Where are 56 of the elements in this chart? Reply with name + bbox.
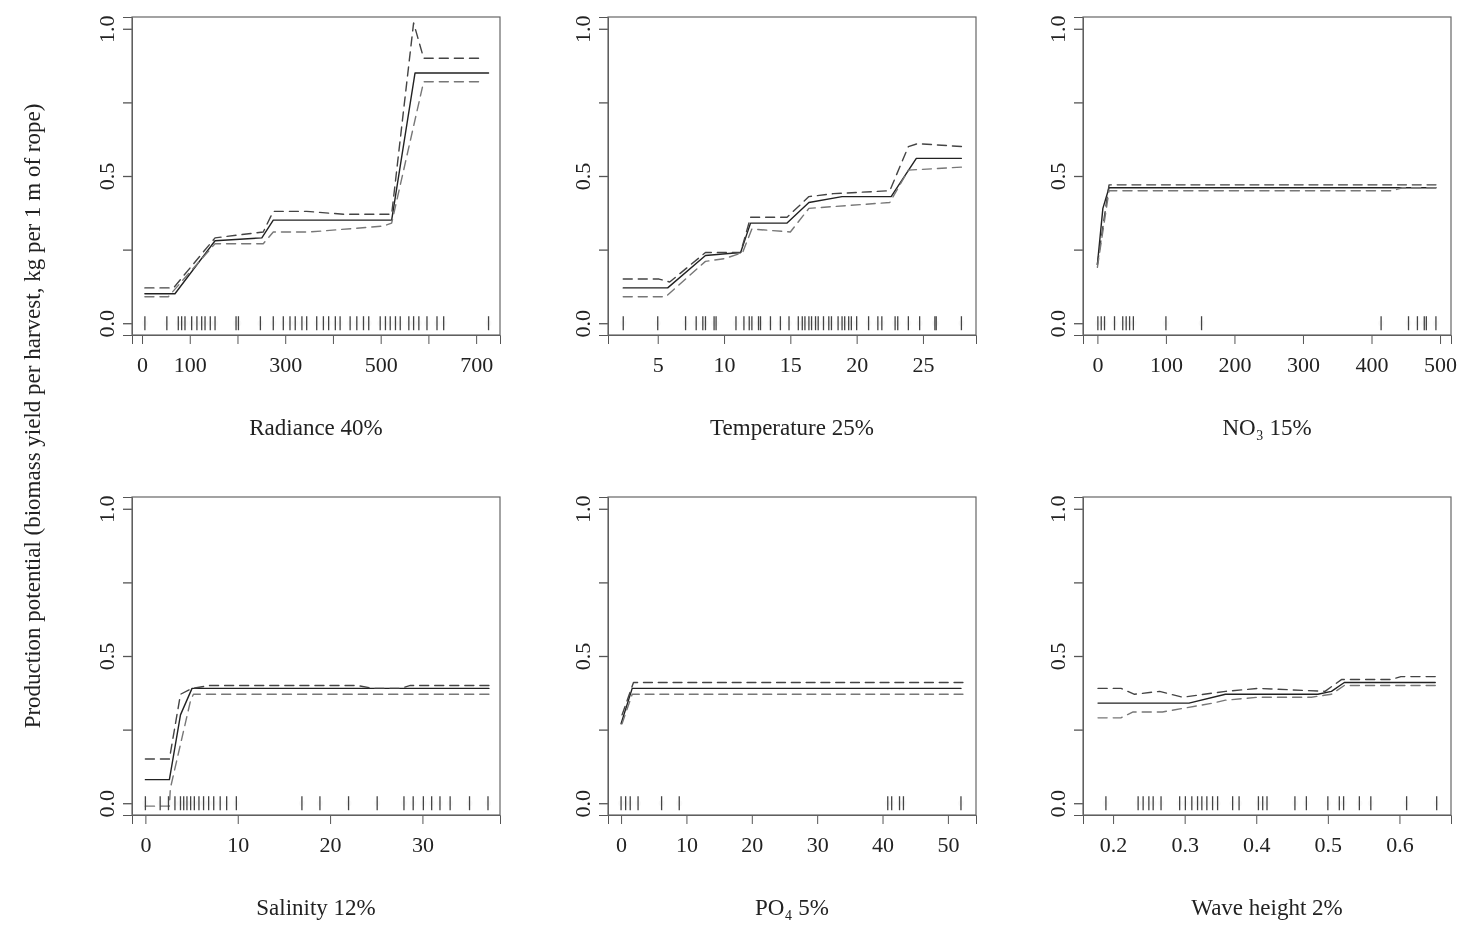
x-tick-label: 30 [806,831,829,857]
x-tick-label: 0.2 [1099,831,1128,857]
x-tick-label: 20 [846,351,869,377]
x-tick-label: 300 [269,351,303,377]
x-tick-label: 10 [227,831,250,857]
x-tick-label: 100 [1149,351,1183,377]
y-tick-label: 0.0 [1044,309,1070,338]
x-tick-label: 0.6 [1386,831,1414,857]
x-tick-label: 0 [616,831,628,857]
x-tick-label: 300 [1286,351,1320,377]
x-tick-label: 5 [652,351,664,377]
x-tick-label: 25 [912,351,935,377]
y-tick-label: 0.5 [569,162,595,191]
x-axis-title: PO₄ 5% [755,895,829,920]
x-tick-label: 0 [137,351,149,377]
x-tick-label: 15 [779,351,802,377]
x-tick-label: 200 [1218,351,1252,377]
x-tick-label: 500 [364,351,398,377]
x-tick-label: 0 [1092,351,1104,377]
x-tick-label: 0 [140,831,152,857]
y-tick-label: 0.0 [1044,789,1070,818]
x-tick-label: 10 [713,351,736,377]
y-tick-label: 0.0 [569,789,595,818]
x-tick-label: 50 [937,831,960,857]
y-tick-label: 0.5 [1044,162,1070,191]
y-tick-label: 0.5 [1044,642,1070,671]
x-tick-label: 100 [173,351,207,377]
y-tick-label: 0.0 [93,789,119,818]
x-tick-label: 400 [1355,351,1389,377]
x-axis-title: Radiance 40% [249,415,383,440]
x-axis-title: Salinity 12% [256,895,376,920]
x-axis-title: Temperature 25% [710,415,874,440]
y-tick-label: 1.0 [1044,15,1070,44]
x-tick-label: 0.5 [1314,831,1343,857]
y-tick-label: 0.5 [93,162,119,191]
x-tick-label: 700 [460,351,494,377]
y-tick-label: 0.5 [93,642,119,671]
y-tick-label: 0.0 [569,309,595,338]
y-tick-label: 1.0 [1044,495,1070,524]
y-tick-label: 1.0 [93,15,119,44]
y-axis-title: Production potential (biomass yield per harvest, kg per 1 m of rope) [20,103,45,729]
y-tick-label: 1.0 [569,495,595,524]
x-tick-label: 40 [872,831,895,857]
x-tick-label: 0.3 [1171,831,1199,857]
x-tick-label: 10 [675,831,698,857]
y-tick-label: 1.0 [569,15,595,44]
y-tick-label: 0.0 [93,309,119,338]
x-tick-label: 500 [1424,351,1458,377]
x-axis-title: NO₃ 15% [1222,415,1312,440]
x-tick-label: 30 [411,831,434,857]
x-tick-label: 0.4 [1243,831,1271,857]
x-tick-label: 20 [319,831,342,857]
y-tick-label: 0.5 [569,642,595,671]
x-axis-title: Wave height 2% [1191,895,1343,920]
y-tick-label: 1.0 [93,495,119,524]
x-tick-label: 20 [741,831,764,857]
